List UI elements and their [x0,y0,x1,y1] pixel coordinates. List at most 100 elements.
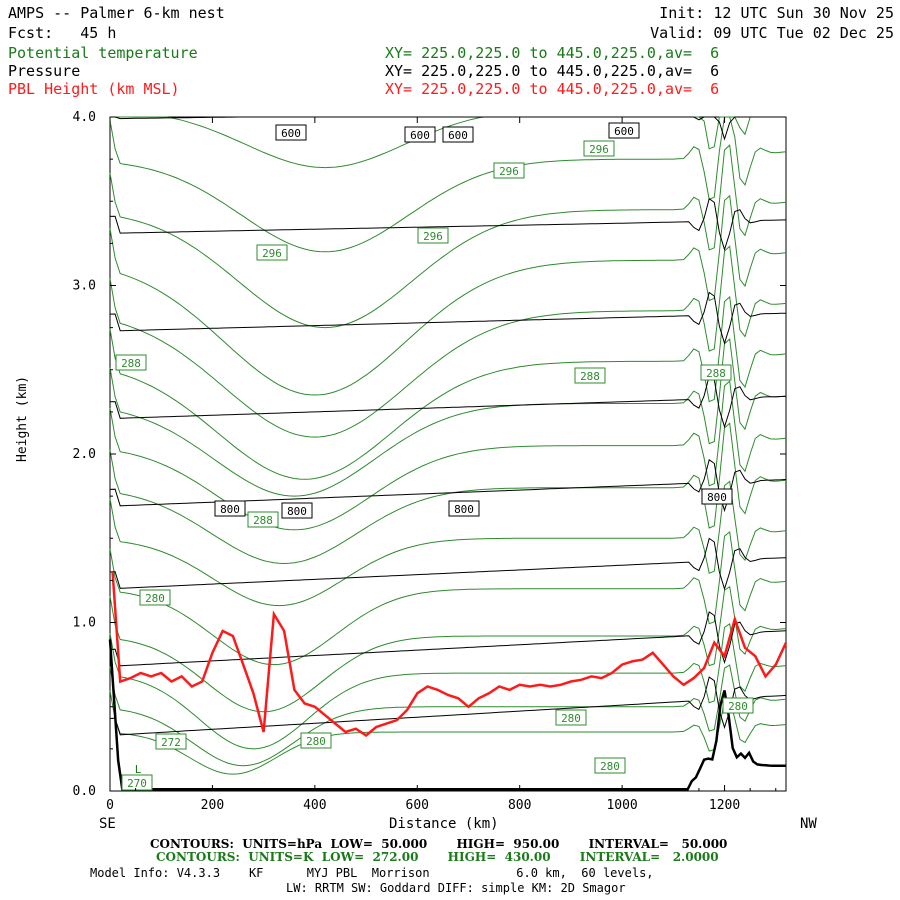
axes-group: 0.0 1.0 2.0 3.0 4.0 0 200 400 600 800 1000 1200 [73,110,786,813]
pressure-contour [109,537,787,591]
y-tick-label: 4.0 [73,110,96,125]
nw-end-label: NW [800,816,817,832]
y-tick-label: 2.0 [73,447,96,462]
theta-contour [109,585,787,713]
pressure-label-box [404,126,436,143]
forecast-hour: Fcst: 45 h [8,24,117,42]
terrain-group [108,639,786,791]
pressure-label: 800 [220,503,240,516]
y-tick-label: 1.0 [73,616,96,631]
theta-label: 280 [600,760,620,773]
theta-label-box [700,364,732,381]
theta-label-box [139,589,171,606]
theta-contour [109,144,787,329]
theta-contour [109,295,787,480]
theta-contour [109,480,787,607]
theta-label: 280 [561,712,581,725]
pressure-label: 800 [287,505,307,518]
pressure-contour [109,676,787,736]
valid-time: Valid: 09 UTC Tue 02 Dec 25 [650,24,894,42]
theta-label: 296 [499,165,519,178]
field-name-pressure: Pressure [8,62,81,80]
pressure-label-box [275,124,307,141]
pressure-label-box [701,488,733,505]
contour-labels: 600 600 600 600 800 800 800 800 296 296 296 296 288 2… [115,122,754,791]
theta-label-box [417,227,449,244]
plot-frame [109,116,787,792]
theta-label: 296 [423,230,443,243]
theta-label-box [247,511,279,528]
pbl-height-line [111,571,788,737]
theta-label: 288 [706,367,726,380]
theta-label: 296 [262,247,282,260]
theta-label-box [555,709,587,726]
theta-label-box [115,354,147,371]
theta-contour [109,530,787,666]
theta-label-box [155,733,187,750]
theta-label: 288 [253,514,273,527]
theta-label: 270 [127,777,147,790]
theta-label-box [493,162,525,179]
pressure-label: 600 [448,129,468,142]
theta-label: 296 [589,143,609,156]
x-tick-label: 400 [303,798,326,813]
init-time: Init: 12 UTC Sun 30 Nov 25 [659,4,894,22]
se-end-label: SE [99,816,116,832]
pressure-contour [109,375,787,429]
theta-label: 280 [728,700,748,713]
field-xy-pbl: XY= 225.0,225.0 to 445.0,225.0,av= 6 [385,80,720,98]
pressure-label-box [214,500,246,517]
x-tick-label: 1000 [606,798,637,813]
theta-contours [109,116,787,775]
theta-label: 280 [306,735,326,748]
pressure-contours [109,116,787,736]
theta-contour [109,194,787,396]
pressure-label-box [448,500,480,517]
x-tick-label: 200 [201,798,224,813]
pressure-label-box [442,126,474,143]
theta-label-box [583,140,615,157]
theta-contour [109,664,787,767]
footer-pressure-contours: CONTOURS: UNITS=hPa LOW= 50.000 HIGH= 95… [150,837,728,851]
model-title: AMPS -- Palmer 6-km nest [8,4,225,22]
y-axis-title: Height (km) [15,375,30,462]
pressure-contour [109,291,787,345]
x-tick-label: 0 [106,798,114,813]
theta-label-box [121,774,153,791]
theta-label-box [574,367,606,384]
pressure-label-box [281,502,313,519]
footer-physics-info: LW: RRTM SW: Goddard DIFF: simple KM: 2D… [286,881,626,895]
theta-contour [109,116,787,253]
theta-label: 280 [145,592,165,605]
x-tick-label: 1200 [709,798,740,813]
low-marker: L [135,763,142,776]
pressure-label: 600 [281,127,301,140]
x-tick-label: 800 [508,798,531,813]
theta-label-box [722,697,754,714]
theta-label: 272 [161,736,181,749]
field-xy-pressure: XY= 225.0,225.0 to 445.0,225.0,av= 6 [385,62,720,80]
footer-theta-contours: CONTOURS: UNITS=K LOW= 272.00 HIGH= 430.… [156,850,719,864]
pressure-label: 800 [707,491,727,504]
terrain-line [108,639,786,791]
field-xy-theta: XY= 225.0,225.0 to 445.0,225.0,av= 6 [385,44,720,62]
pressure-label-box [608,122,640,139]
theta-contour [109,622,787,750]
theta-contour [109,380,787,531]
theta-contour [109,337,787,497]
theta-contour [109,690,787,775]
y-tick-label: 3.0 [73,279,96,294]
pressure-contour [109,197,787,252]
pressure-label: 800 [454,503,474,516]
pbl-height-group [111,571,788,737]
theta-label-box [256,244,288,261]
theta-label-box [594,757,626,774]
x-axis-title: Distance (km) [389,816,499,832]
y-tick-label: 0.0 [73,784,96,799]
pressure-label: 600 [410,129,430,142]
theta-contour [109,422,787,565]
theta-label: 288 [580,370,600,383]
x-tick-label: 600 [406,798,429,813]
theta-label: 288 [121,357,141,370]
